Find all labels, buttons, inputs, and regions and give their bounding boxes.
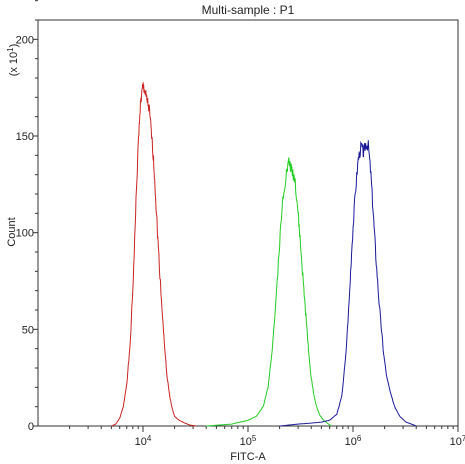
- histogram-series-1: [111, 82, 197, 427]
- x-tick-label: 104: [135, 434, 152, 449]
- x-tick-base: 10: [240, 436, 252, 448]
- plot-frame: [37, 19, 459, 427]
- x-tick-label: 105: [240, 434, 257, 449]
- x-tick-exp: 6: [357, 434, 362, 443]
- y-multiplier-base: x 10: [8, 52, 20, 73]
- x-tick-label: 107: [450, 434, 465, 449]
- histogram-series-3: [279, 140, 417, 427]
- x-tick-exp: 7: [462, 434, 465, 443]
- y-axis-label: Count: [6, 217, 18, 246]
- histogram-series-2: [206, 157, 332, 427]
- x-tick-exp: 4: [147, 434, 152, 443]
- y-tick-label: 50: [22, 324, 34, 336]
- x-tick-base: 10: [135, 436, 147, 448]
- y-tick-label: 100: [16, 228, 34, 240]
- y-multiplier-label: (x 101): [6, 44, 21, 77]
- y-tick-label: 200: [16, 34, 34, 46]
- y-tick-label: 0: [28, 421, 34, 433]
- x-tick-base: 10: [450, 436, 462, 448]
- y-tick-label: 150: [16, 131, 34, 143]
- x-tick-exp: 5: [252, 434, 257, 443]
- x-tick-label: 106: [345, 434, 362, 449]
- series-layer: [111, 82, 417, 427]
- x-tick-base: 10: [345, 436, 357, 448]
- x-axis-label: FITC-A: [230, 451, 266, 463]
- chart-title: Multi-sample : P1: [202, 3, 295, 17]
- y-multiplier-exp: 1: [6, 47, 15, 52]
